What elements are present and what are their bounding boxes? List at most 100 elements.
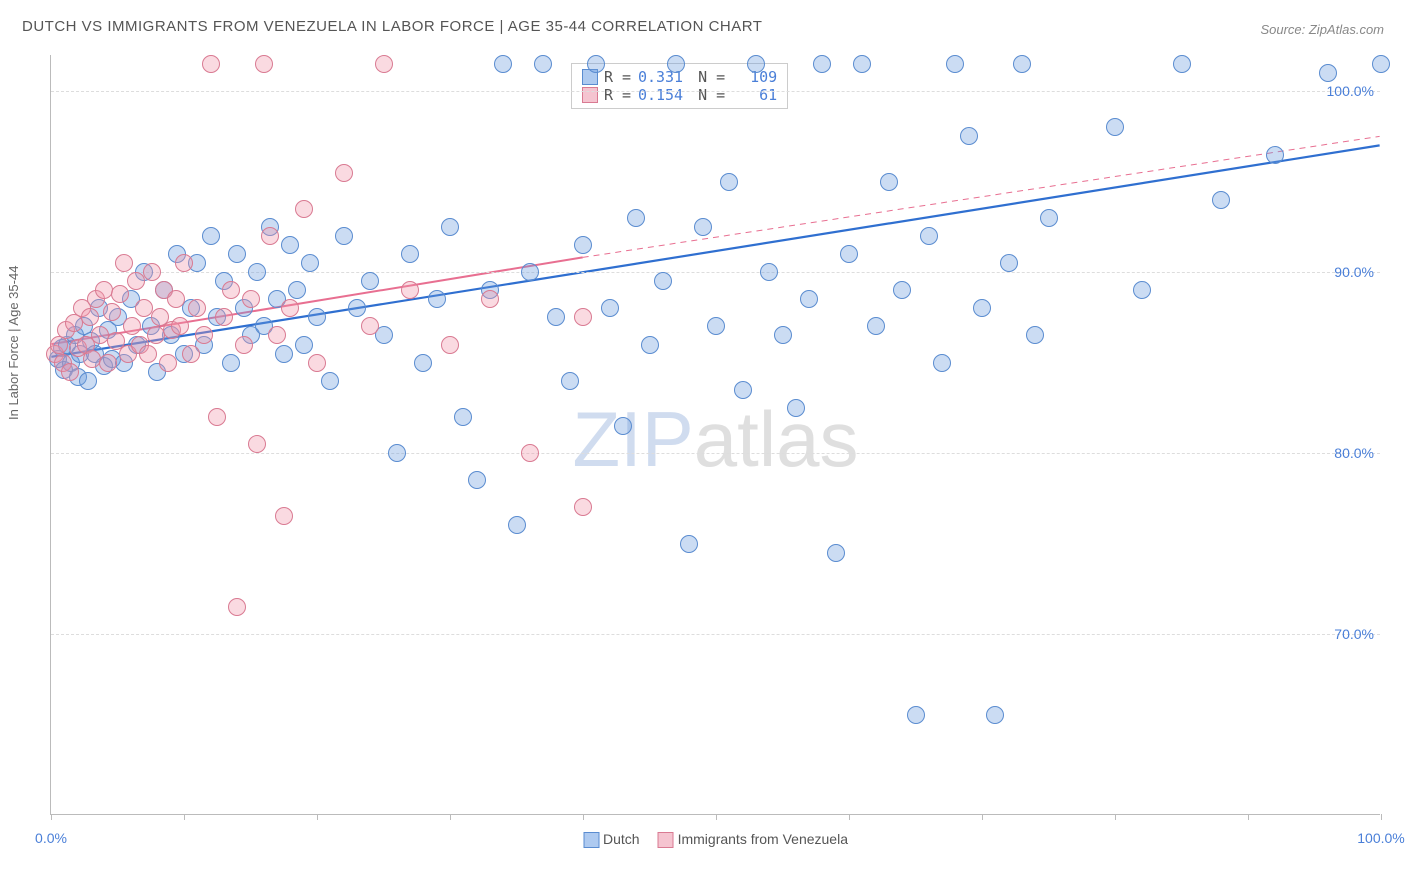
data-point: [255, 55, 273, 73]
data-point: [281, 236, 299, 254]
data-point: [248, 263, 266, 281]
data-point: [441, 218, 459, 236]
data-point: [222, 354, 240, 372]
data-point: [760, 263, 778, 281]
data-point: [295, 200, 313, 218]
gridline: [51, 453, 1380, 454]
x-tick: [450, 814, 451, 820]
data-point: [61, 363, 79, 381]
legend-swatch: [658, 832, 674, 848]
data-point: [222, 281, 240, 299]
data-point: [295, 336, 313, 354]
trend-line: [583, 136, 1380, 257]
data-point: [208, 408, 226, 426]
data-point: [288, 281, 306, 299]
data-point: [99, 354, 117, 372]
data-point: [534, 55, 552, 73]
stat-n-value: 61: [731, 86, 777, 104]
x-tick-label: 0.0%: [35, 830, 67, 846]
data-point: [188, 299, 206, 317]
data-point: [1372, 55, 1390, 73]
data-point: [103, 303, 121, 321]
data-point: [375, 55, 393, 73]
stat-swatch: [582, 87, 598, 103]
x-tick: [1115, 814, 1116, 820]
data-point: [561, 372, 579, 390]
data-point: [441, 336, 459, 354]
data-point: [242, 290, 260, 308]
data-point: [1173, 55, 1191, 73]
data-point: [301, 254, 319, 272]
data-point: [81, 308, 99, 326]
stat-r-label: R =: [604, 86, 631, 104]
watermark-atlas: atlas: [694, 395, 859, 483]
x-tick: [849, 814, 850, 820]
data-point: [123, 317, 141, 335]
data-point: [388, 444, 406, 462]
data-point: [707, 317, 725, 335]
data-point: [694, 218, 712, 236]
data-point: [574, 498, 592, 516]
data-point: [335, 227, 353, 245]
data-point: [827, 544, 845, 562]
x-tick: [1248, 814, 1249, 820]
data-point: [361, 317, 379, 335]
gridline: [51, 634, 1380, 635]
data-point: [111, 285, 129, 303]
legend-label: Immigrants from Venezuela: [678, 831, 848, 847]
data-point: [428, 290, 446, 308]
data-point: [574, 236, 592, 254]
data-point: [468, 471, 486, 489]
watermark-zip: ZIP: [572, 395, 693, 483]
data-point: [893, 281, 911, 299]
data-point: [175, 254, 193, 272]
data-point: [401, 281, 419, 299]
data-point: [521, 444, 539, 462]
data-point: [215, 308, 233, 326]
data-point: [734, 381, 752, 399]
data-point: [481, 290, 499, 308]
data-point: [880, 173, 898, 191]
data-point: [167, 290, 185, 308]
legend-swatch: [583, 832, 599, 848]
data-point: [853, 55, 871, 73]
data-point: [159, 354, 177, 372]
data-point: [1212, 191, 1230, 209]
data-point: [960, 127, 978, 145]
legend-item: Dutch: [583, 831, 640, 848]
data-point: [1026, 326, 1044, 344]
data-point: [920, 227, 938, 245]
data-point: [627, 209, 645, 227]
data-point: [182, 345, 200, 363]
y-axis-label: In Labor Force | Age 35-44: [6, 266, 21, 420]
data-point: [1040, 209, 1058, 227]
data-point: [414, 354, 432, 372]
data-point: [867, 317, 885, 335]
data-point: [601, 299, 619, 317]
data-point: [261, 227, 279, 245]
data-point: [83, 350, 101, 368]
data-point: [139, 345, 157, 363]
data-point: [1319, 64, 1337, 82]
legend-bottom: Dutch Immigrants from Venezuela: [583, 831, 848, 848]
data-point: [321, 372, 339, 390]
source-attribution: Source: ZipAtlas.com: [1260, 22, 1384, 37]
y-tick-label: 90.0%: [1334, 264, 1374, 280]
data-point: [720, 173, 738, 191]
y-tick-label: 70.0%: [1334, 626, 1374, 642]
y-tick-label: 80.0%: [1334, 445, 1374, 461]
x-tick: [51, 814, 52, 820]
data-point: [667, 55, 685, 73]
data-point: [454, 408, 472, 426]
data-point: [574, 308, 592, 326]
data-point: [275, 345, 293, 363]
data-point: [248, 435, 266, 453]
data-point: [973, 299, 991, 317]
data-point: [1133, 281, 1151, 299]
data-point: [494, 55, 512, 73]
data-point: [1266, 146, 1284, 164]
x-tick: [716, 814, 717, 820]
data-point: [268, 326, 286, 344]
data-point: [614, 417, 632, 435]
data-point: [202, 227, 220, 245]
